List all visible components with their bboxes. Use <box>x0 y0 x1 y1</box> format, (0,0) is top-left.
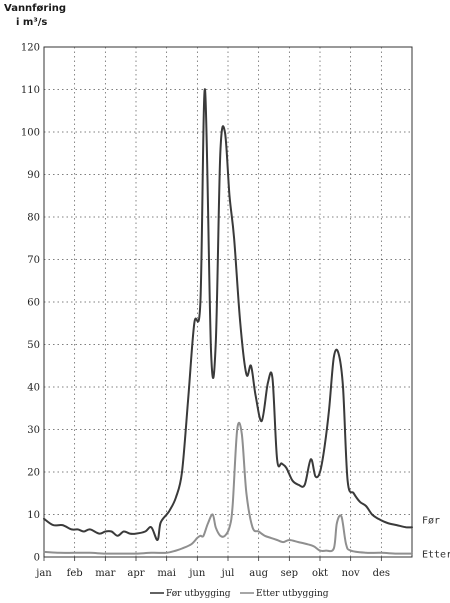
series-end-label-0: Før <box>422 515 440 526</box>
y-ticks: 0 10 20 30 40 50 60 70 80 90 100 110 120 <box>21 43 40 564</box>
axes <box>43 46 413 561</box>
y-tick-label: 30 <box>27 425 40 436</box>
x-tick-label: mai <box>157 568 176 579</box>
series-lines <box>43 88 413 555</box>
legend: Før utbygging Etter utbygging <box>150 589 329 599</box>
x-tick-label: nov <box>342 568 360 579</box>
series-line-1 <box>43 421 413 555</box>
y-tick-label: 110 <box>21 85 40 96</box>
y-tick-label: 80 <box>27 213 40 224</box>
x-ticks: jan feb mar apr mai jun jul aug sep okt nov des <box>35 568 390 579</box>
x-tick-label: jan <box>35 568 52 579</box>
series-end-label-1: Etter <box>422 550 450 561</box>
y-tick-label: 90 <box>27 170 40 181</box>
y-tick-label: 120 <box>21 43 40 54</box>
y-tick-label: 20 <box>27 468 40 479</box>
x-tick-label: apr <box>127 568 144 579</box>
y-tick-label: 0 <box>34 553 40 564</box>
x-tick-label: sep <box>281 568 298 579</box>
legend-label-0: Før utbygging <box>166 589 231 599</box>
y-tick-label: 50 <box>27 340 40 351</box>
x-tick-label: feb <box>67 568 83 579</box>
x-tick-label: jun <box>188 568 206 579</box>
y-tick-label: 70 <box>27 255 40 266</box>
x-tick-label: mar <box>95 568 115 579</box>
y-tick-label: 10 <box>27 510 40 521</box>
x-tick-label: des <box>373 568 390 579</box>
y-axis-label-line2: i m³/s <box>16 17 48 28</box>
y-tick-label: 40 <box>27 383 40 394</box>
x-tick-label: aug <box>249 568 268 579</box>
grid <box>44 47 412 557</box>
x-tick-label: okt <box>312 568 328 579</box>
plot-frame <box>43 46 413 558</box>
y-tick-label: 100 <box>21 128 40 139</box>
legend-label-1: Etter utbygging <box>256 589 329 599</box>
y-axis-label-line1: Vannføring <box>4 3 67 14</box>
x-tick-label: jul <box>221 568 235 579</box>
end-labels: Før Etter <box>422 515 450 560</box>
y-tick-label: 60 <box>27 298 40 309</box>
series-line-0 <box>43 88 413 542</box>
